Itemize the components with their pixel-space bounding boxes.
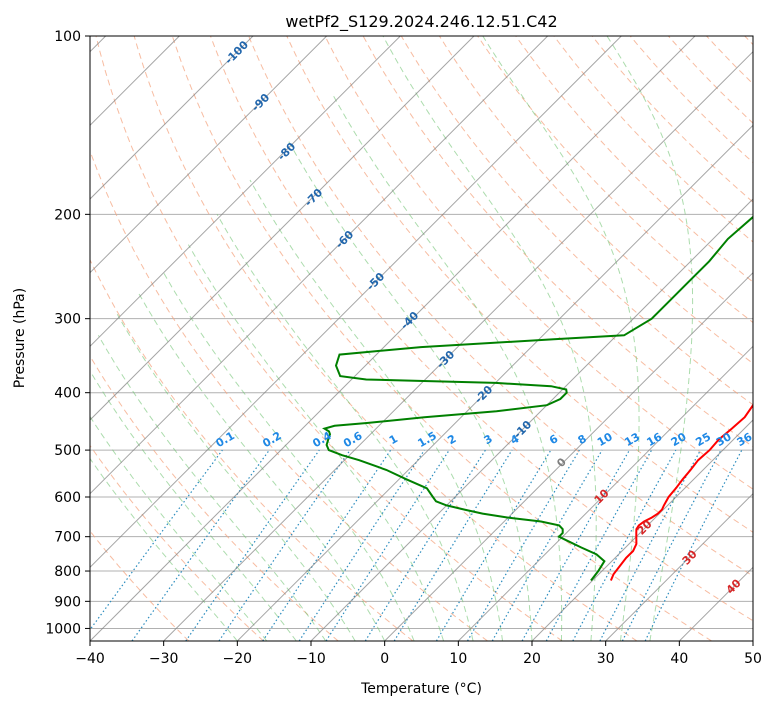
y-axis: 100 200 300 400 500 600 700 800 900 1000 [45, 29, 90, 637]
dry-adiabat [90, 444, 264, 641]
moist-adiabat [116, 314, 356, 641]
dry-adiabat [210, 36, 753, 622]
dry-adiabat [171, 36, 712, 641]
isotherm [163, 50, 753, 641]
mixing-ratio-label: 36 [735, 430, 755, 449]
moist-adiabat [331, 93, 563, 641]
dry-adiabat [477, 36, 753, 324]
moist-adiabat [90, 415, 268, 641]
moist-adiabat [216, 214, 474, 641]
chart-title: wetPf2_S129.2024.246.12.51.C42 [285, 12, 557, 32]
dry-adiabat [248, 36, 753, 577]
x-tick-label: 0 [380, 651, 389, 667]
pressure-gridlines [90, 36, 753, 629]
x-tick-label: 30 [597, 651, 615, 667]
isotherm [531, 419, 753, 641]
moist-adiabat [137, 291, 386, 641]
mixing-ratio-line [521, 449, 631, 641]
mixing-ratio-line [572, 449, 677, 641]
isotherm [236, 124, 753, 641]
y-tick-label: 1000 [45, 621, 81, 637]
x-tick-label: 40 [670, 651, 688, 667]
x-tick-label: 50 [744, 651, 762, 667]
y-tick-label: 900 [54, 594, 81, 610]
mixing-ratio-line [393, 449, 513, 641]
moist-adiabat [97, 335, 327, 641]
dry-adiabat [591, 36, 753, 203]
dry-adiabat [95, 36, 563, 641]
moist-adiabat [287, 140, 533, 641]
moist-adiabat [187, 244, 445, 641]
moist-adiabat [382, 36, 597, 641]
isotherm [90, 36, 549, 495]
isotherms [90, 36, 753, 641]
dry-adiabat [400, 36, 753, 406]
isotherm [310, 198, 753, 641]
y-tick-label: 400 [54, 386, 81, 402]
dewpoint-trace [322, 215, 753, 582]
mixing-ratio-line [298, 449, 425, 641]
moist-adiabat [90, 369, 297, 641]
isotherm [90, 36, 254, 200]
moist-adiabat [606, 36, 694, 641]
isotherm [90, 36, 401, 348]
x-tick-label: 20 [523, 651, 541, 667]
plot-frame [89, 35, 754, 642]
x-tick-label: 10 [449, 651, 467, 667]
x-tick-label: −20 [223, 651, 253, 667]
y-tick-label: 700 [54, 530, 81, 546]
y-tick-label: 200 [54, 207, 81, 223]
dry-adiabat [515, 36, 753, 283]
x-axis: −40 −30 −20 −10 0 10 20 30 40 50 [75, 641, 762, 667]
y-tick-label: 300 [54, 312, 81, 328]
x-tick-label: −10 [296, 651, 326, 667]
isotherm [90, 36, 328, 274]
x-axis-label: Temperature (°C) [360, 681, 482, 697]
isotherm [90, 36, 696, 641]
isotherm [90, 36, 622, 569]
isotherm [605, 492, 753, 641]
y-tick-label: 500 [54, 443, 81, 459]
mixing-ratio-line [325, 449, 450, 641]
mixing-ratio-line [90, 449, 223, 631]
mixing-ratio-line [262, 449, 392, 641]
mixing-ratio-line [185, 449, 320, 641]
x-tick-label: −30 [149, 651, 179, 667]
isotherm [384, 271, 753, 641]
sounding-traces [322, 215, 753, 582]
x-tick-label: −40 [75, 651, 105, 667]
isotherm [90, 36, 475, 421]
mixing-ratio-line [644, 449, 743, 641]
moist-adiabat [249, 179, 503, 641]
dry-adiabat [133, 36, 638, 641]
dry-adiabat [629, 36, 753, 164]
mixing-ratio-line [218, 449, 351, 641]
mixing-ratio-line [131, 449, 270, 641]
y-tick-label: 800 [54, 564, 81, 580]
dry-adiabat [90, 258, 414, 641]
mixing-ratio-lines [90, 449, 743, 641]
y-tick-label: 100 [54, 29, 81, 45]
mixing-ratio-line [545, 449, 653, 641]
y-axis-label: Pressure (hPa) [12, 288, 28, 388]
moist-adiabat [162, 271, 415, 641]
y-tick-label: 600 [54, 490, 81, 506]
moist-adiabat [482, 36, 640, 641]
temperature-trace [609, 403, 753, 581]
moist-adiabats [90, 36, 694, 641]
isotherm [457, 345, 753, 641]
